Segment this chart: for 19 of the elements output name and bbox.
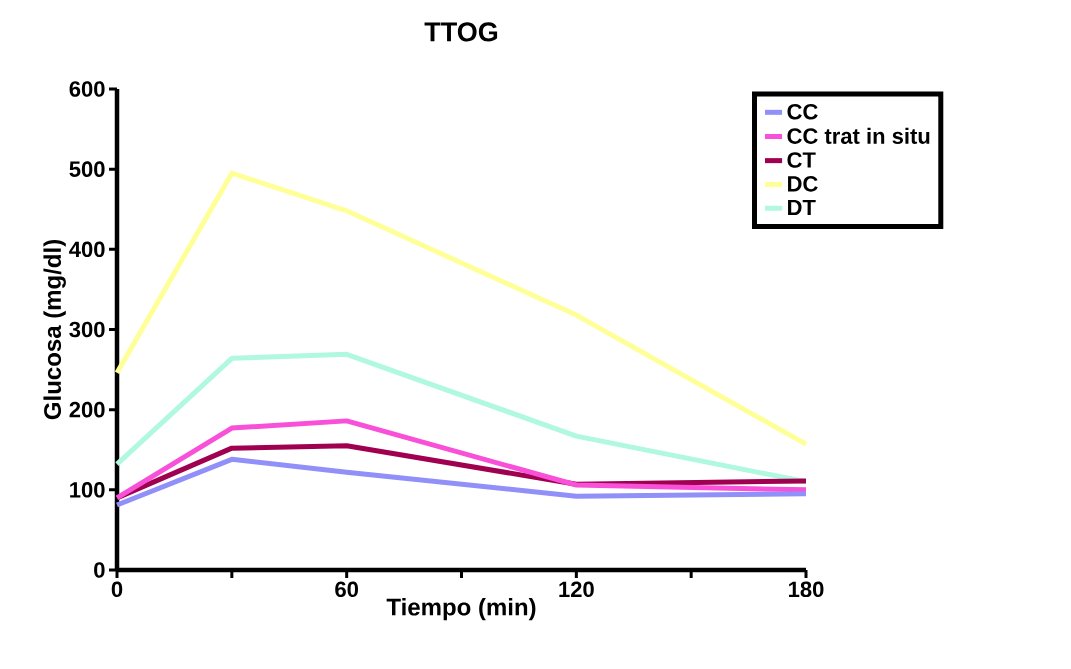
x-axis-title: Tiempo (min)	[386, 597, 536, 621]
y-tick-label: 600	[69, 81, 105, 97]
x-tick-label: 180	[789, 581, 824, 598]
legend-label: DC	[788, 176, 818, 192]
y-tick-label: 200	[69, 401, 105, 418]
chart-title: TTOG	[424, 22, 498, 42]
legend-label: CT	[787, 152, 816, 168]
y-axis-title: Glucosa (mg/dl)	[43, 240, 66, 420]
y-tick-label: 400	[69, 241, 105, 258]
y-tick-label: 500	[69, 161, 105, 177]
legend-label: CC	[787, 103, 818, 120]
x-tick-label: 120	[559, 581, 594, 598]
x-tick-label: 0	[111, 581, 123, 598]
x-tick-label: 60	[335, 581, 359, 598]
legend-label: DT	[788, 199, 816, 216]
legend-label: CC trat in situ	[787, 127, 930, 144]
y-tick-label: 0	[94, 562, 105, 578]
y-tick-label: 300	[69, 321, 105, 338]
y-tick-label: 100	[70, 482, 105, 498]
